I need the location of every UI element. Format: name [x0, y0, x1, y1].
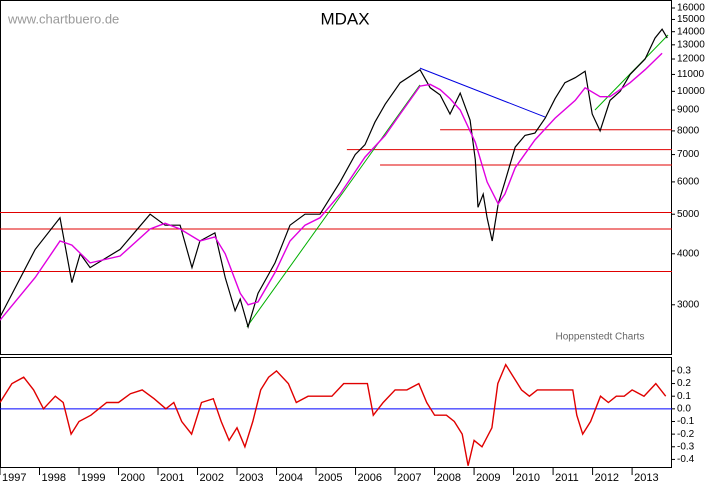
- source: Hoppenstedt Charts: [556, 332, 645, 343]
- x-tick-label: 2000: [121, 472, 145, 484]
- x-tick-label: 2006: [358, 472, 382, 484]
- y-tick-label: 6000: [677, 177, 700, 188]
- series-line: [0, 28, 668, 329]
- watermark: www.chartbuero.de: [7, 11, 119, 26]
- y-tick-label: 8000: [677, 126, 700, 137]
- x-tick-label: 2002: [200, 472, 224, 484]
- y-tick-label: 0.2: [677, 378, 691, 389]
- x-tick-label: 2005: [318, 472, 342, 484]
- y-tick-label: 5000: [677, 209, 700, 220]
- y-tick-label: -0.2: [677, 429, 695, 440]
- y-tick-label: -0.4: [677, 454, 695, 465]
- y-tick-label: 3000: [677, 299, 700, 310]
- x-tick-label: 2009: [476, 472, 500, 484]
- y-tick-label: 0.3: [677, 366, 691, 377]
- x-tick-label: 2001: [160, 472, 184, 484]
- y-tick-label: 12000: [677, 54, 705, 65]
- x-tick-label: 2010: [516, 472, 540, 484]
- x-tick-label: 2008: [437, 472, 461, 484]
- chart-title: MDAX: [320, 9, 369, 28]
- x-tick-label: 2004: [279, 472, 303, 484]
- x-tick-label: 1997: [2, 472, 26, 484]
- y-tick-label: 14000: [677, 26, 705, 37]
- x-tick-label: 2003: [239, 472, 263, 484]
- x-tick-label: 1998: [42, 472, 66, 484]
- y-tick-label: 0.1: [677, 391, 691, 402]
- y-tick-label: 4000: [677, 248, 700, 259]
- y-tick-label: 10000: [677, 86, 705, 97]
- x-tick-label: 2011: [555, 472, 579, 484]
- y-tick-label: 7000: [677, 149, 700, 160]
- main-frame: [0, 0, 672, 355]
- series-line: [0, 363, 667, 466]
- y-tick-label: 16000: [677, 3, 705, 14]
- series-line: [0, 52, 663, 321]
- y-tick-label: 11000: [677, 69, 705, 80]
- trend-line: [246, 84, 421, 328]
- y-tick-label: 13000: [677, 39, 705, 50]
- y-tick-label: 15000: [677, 14, 705, 25]
- x-tick-label: 2012: [595, 472, 619, 484]
- y-tick-label: 9000: [677, 105, 700, 116]
- y-tick-label: 0.0: [677, 403, 691, 414]
- x-tick-label: 2013: [634, 472, 658, 484]
- y-tick-label: -0.1: [677, 416, 695, 427]
- y-tick-label: -0.3: [677, 441, 695, 452]
- x-tick-label: 1999: [81, 472, 105, 484]
- osc-frame: [0, 357, 672, 468]
- x-tick-label: 2007: [397, 472, 421, 484]
- trend-line: [419, 67, 546, 118]
